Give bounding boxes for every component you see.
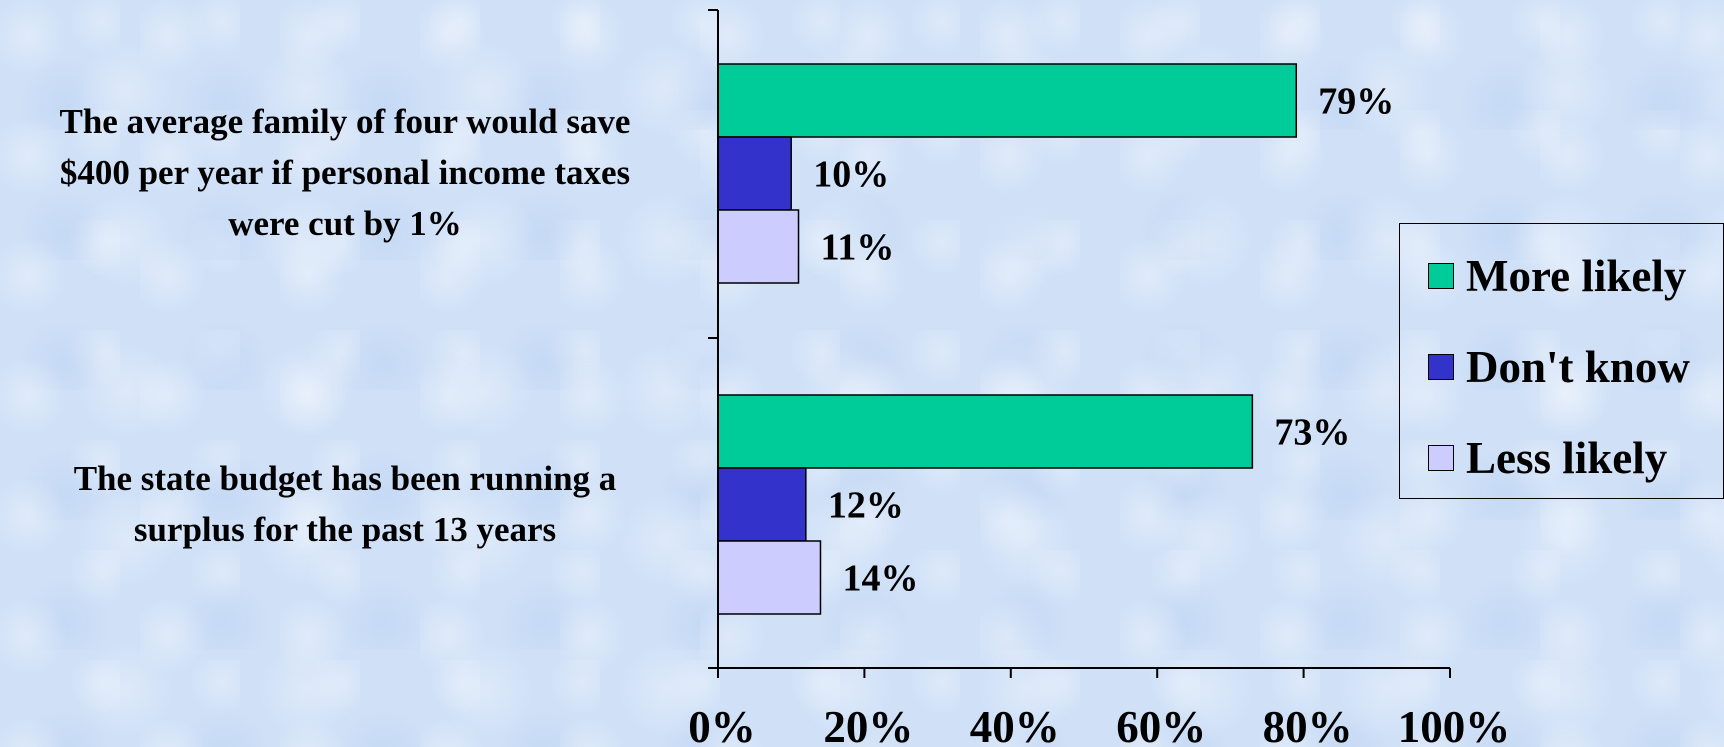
legend-label: Less likely: [1466, 433, 1668, 483]
bars-group: [717, 63, 1298, 615]
bar-1-more-likely: [717, 63, 1298, 138]
legend-item-less-likely: Less likely: [1428, 433, 1667, 483]
axes-group: [708, 9, 1451, 678]
x-tick-label: 0%: [688, 702, 756, 747]
legend-swatch: [1428, 445, 1454, 471]
data-label: 73%: [1274, 412, 1350, 454]
bar-1-less-likely: [717, 209, 800, 284]
legend-swatch: [1428, 263, 1454, 289]
bar-2-less-likely: [717, 540, 822, 615]
data-label: 12%: [828, 485, 904, 527]
category-label-1: The average family of four would save $4…: [0, 96, 690, 249]
category-label-1-line-1: The average family of four would save: [59, 102, 631, 141]
x-tick-label: 80%: [1263, 702, 1353, 747]
legend-item-don-t-know: Don't know: [1428, 342, 1690, 392]
x-tick-label: 100%: [1398, 702, 1511, 747]
legend-label: More likely: [1466, 251, 1687, 301]
data-label: 14%: [842, 558, 918, 600]
data-label: 10%: [813, 154, 889, 196]
tick-labels-group: 0% 20% 40% 60% 80% 100%: [688, 702, 1510, 747]
legend-swatch: [1428, 354, 1454, 380]
category-label-1-line-2: $400 per year if personal income taxes: [59, 153, 631, 192]
data-label: 11%: [821, 227, 895, 269]
legend-item-more-likely: More likely: [1428, 251, 1686, 301]
category-label-2-line-2: surplus for the past 13 years: [133, 510, 557, 549]
data-label: 79%: [1318, 81, 1394, 123]
legend: More likely Don't know Less likely: [1399, 223, 1724, 499]
category-label-2: The state budget has been running a surp…: [0, 453, 690, 555]
category-label-2-line-1: The state budget has been running a: [73, 459, 617, 498]
bar-1-don-t-know: [717, 136, 792, 211]
category-label-1-line-3: were cut by 1%: [228, 204, 462, 243]
x-tick-label: 40%: [970, 702, 1060, 747]
legend-label: Don't know: [1466, 342, 1690, 392]
bar-2-more-likely: [717, 394, 1254, 469]
bar-2-don-t-know: [717, 467, 807, 542]
x-tick-label: 20%: [823, 702, 913, 747]
data-labels-group: 79% 10% 11% 73% 12% 14%: [813, 81, 1394, 600]
x-tick-label: 60%: [1116, 702, 1206, 747]
